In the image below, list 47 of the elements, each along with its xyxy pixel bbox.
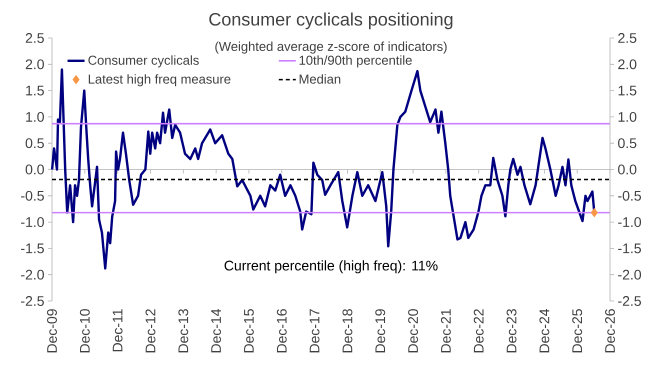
x-tick-label: Dec-18: [342, 309, 352, 352]
x-tick-label: Dec-25: [572, 309, 582, 352]
x-tick-label: Dec-11: [112, 309, 123, 352]
legend-label: 10th/90th percentile: [300, 55, 412, 68]
x-tick-label: Dec-23: [506, 309, 516, 352]
legend-label: Consumer cyclicals: [88, 55, 199, 68]
x-tick-label: Dec-24: [539, 308, 550, 352]
y-tick-label: -0.5: [21, 190, 44, 201]
x-tick-label: Dec-10: [80, 309, 90, 352]
x-tick-label: Dec-21: [440, 309, 451, 352]
y2-tick-label: 1.5: [618, 86, 636, 96]
annotation: Current percentile (high freq): 11%: [224, 260, 438, 274]
y-tick-label: 0.5: [26, 138, 44, 148]
y2-tick-label: -2.0: [618, 270, 642, 280]
x-tick-label: Dec-26: [605, 309, 615, 352]
chart-subtitle: (Weighted average z-score of indicators): [215, 42, 447, 54]
x-tick-label: Dec-12: [146, 309, 156, 352]
y-tick-label: 2.0: [26, 59, 44, 70]
y2-tick-label: 0.0: [618, 164, 636, 174]
x-tick-label: Dec-20: [408, 309, 418, 352]
legend-label: Latest high freq measure: [88, 74, 230, 86]
y2-tick-label: 0.5: [618, 138, 636, 148]
y-tick-label: -1.5: [21, 244, 44, 254]
y2-tick-label: 1.0: [618, 112, 636, 122]
x-tick-label: Dec-22: [474, 309, 484, 352]
x-tick-label: Dec-16: [276, 309, 287, 352]
x-tick-label: Dec-15: [244, 309, 254, 352]
y2-tick-label: -0.5: [618, 190, 641, 201]
y-tick-label: -2.0: [21, 270, 44, 280]
y-tick-label: 1.0: [26, 112, 44, 122]
y2-tick-label: 2.0: [618, 59, 636, 70]
x-tick-label: Dec-09: [47, 309, 57, 352]
y2-tick-label: -2.5: [618, 296, 641, 306]
x-tick-label: Dec-19: [375, 309, 386, 352]
y2-tick-label: -1.0: [618, 217, 642, 228]
y-tick-label: -1.0: [21, 217, 44, 228]
y-tick-label: -2.5: [21, 296, 44, 306]
y-tick-label: 1.5: [26, 86, 44, 96]
chart-title: Consumer cyclicals positioning: [209, 12, 452, 30]
x-tick-label: Dec-13: [178, 309, 188, 352]
y-tick-label: 0.0: [26, 164, 44, 174]
y-tick-label: 2.5: [26, 33, 44, 43]
legend-label: Median: [300, 74, 340, 84]
y2-tick-label: 2.5: [618, 33, 636, 43]
x-tick-label: Dec-14: [211, 308, 221, 352]
x-tick-label: Dec-17: [310, 309, 320, 352]
y2-tick-label: -1.5: [618, 244, 641, 254]
